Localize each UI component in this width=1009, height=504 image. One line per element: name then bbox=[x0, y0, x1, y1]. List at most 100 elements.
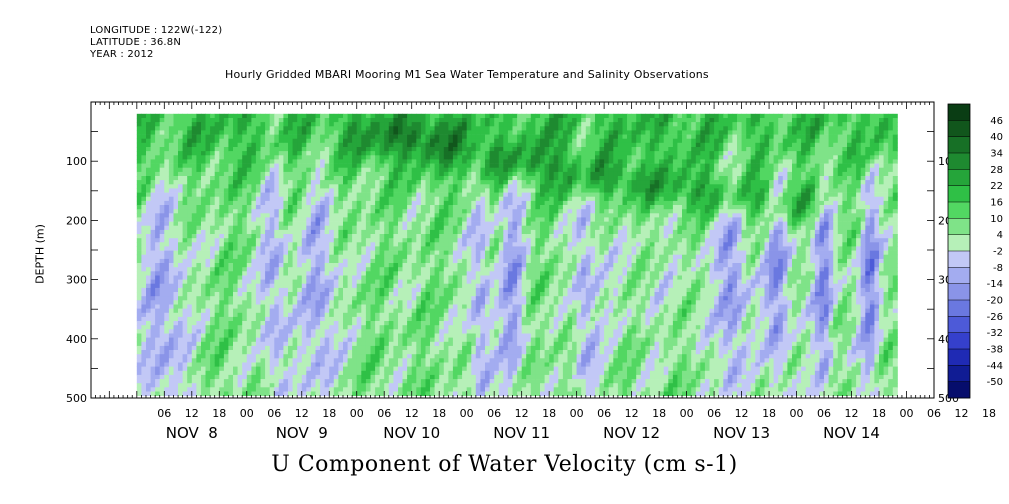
heatmap-cell bbox=[352, 171, 358, 177]
heatmap-cell bbox=[141, 374, 147, 380]
heatmap-cell bbox=[416, 171, 422, 177]
heatmap-cell bbox=[324, 167, 330, 173]
heatmap-cell bbox=[393, 176, 399, 181]
heatmap-cell bbox=[398, 142, 403, 148]
heatmap-cell bbox=[420, 283, 426, 289]
heatmap-cell bbox=[338, 321, 344, 326]
heatmap-cell bbox=[306, 370, 312, 376]
heatmap-cell bbox=[150, 308, 156, 314]
heatmap-cell bbox=[214, 333, 220, 338]
heatmap-cell bbox=[462, 304, 468, 309]
heatmap-cell bbox=[402, 147, 408, 152]
heatmap-cell bbox=[379, 151, 385, 156]
heatmap-cell bbox=[452, 176, 458, 181]
heatmap-cell bbox=[416, 312, 422, 318]
heatmap-cell bbox=[315, 254, 321, 260]
heatmap-cell bbox=[384, 225, 390, 231]
heatmap-cell bbox=[269, 271, 275, 276]
heatmap-cell bbox=[191, 171, 197, 177]
heatmap-cell bbox=[393, 217, 399, 222]
heatmap-cell bbox=[338, 142, 344, 148]
heatmap-cell bbox=[352, 250, 358, 256]
heatmap-cell bbox=[375, 159, 381, 164]
heatmap-cell bbox=[201, 213, 206, 218]
heatmap-cell bbox=[338, 263, 344, 268]
heatmap-cell bbox=[411, 312, 417, 318]
heatmap-cell bbox=[219, 325, 225, 330]
heatmap-cell bbox=[398, 155, 403, 160]
heatmap-cell bbox=[457, 250, 463, 256]
heatmap-cell bbox=[407, 383, 413, 388]
heatmap-cell bbox=[210, 304, 216, 309]
heatmap-cell bbox=[471, 176, 477, 181]
heatmap-cell bbox=[196, 366, 202, 372]
heatmap-cell bbox=[439, 138, 445, 144]
heatmap-cell bbox=[329, 258, 335, 264]
heatmap-cell bbox=[297, 238, 303, 243]
heatmap-cell bbox=[324, 300, 330, 305]
heatmap-cell bbox=[155, 192, 161, 198]
heatmap-cell bbox=[269, 292, 275, 297]
heatmap-cell bbox=[265, 250, 271, 256]
heatmap-cell bbox=[242, 337, 248, 343]
heatmap-cell bbox=[196, 238, 202, 243]
heatmap-cell bbox=[333, 200, 339, 206]
heatmap-cell bbox=[393, 308, 399, 314]
heatmap-cell bbox=[402, 379, 408, 384]
heatmap-cell bbox=[329, 238, 335, 243]
heatmap-cell bbox=[155, 366, 161, 372]
heatmap-cell bbox=[255, 325, 261, 330]
heatmap-cell bbox=[320, 329, 326, 334]
heatmap-cell bbox=[196, 130, 202, 135]
heatmap-cell bbox=[201, 238, 206, 243]
heatmap-cell bbox=[466, 283, 472, 289]
heatmap-cell bbox=[168, 221, 174, 227]
heatmap-cell bbox=[173, 242, 179, 247]
heatmap-cell bbox=[457, 267, 463, 272]
heatmap-cell bbox=[439, 362, 445, 367]
heatmap-cell bbox=[173, 312, 179, 318]
heatmap-cell bbox=[146, 234, 151, 239]
heatmap-cell bbox=[164, 229, 170, 235]
heatmap-cell bbox=[196, 374, 202, 380]
heatmap-cell bbox=[379, 366, 385, 372]
heatmap-cell bbox=[462, 316, 468, 322]
heatmap-cell bbox=[237, 275, 243, 280]
heatmap-cell bbox=[420, 113, 426, 119]
heatmap-cell bbox=[452, 358, 458, 363]
heatmap-cell bbox=[324, 250, 330, 256]
heatmap-cell bbox=[315, 205, 321, 210]
heatmap-cell bbox=[443, 370, 449, 376]
heatmap-cell bbox=[237, 362, 243, 367]
heatmap-cell bbox=[164, 209, 170, 214]
heatmap-cell bbox=[196, 383, 202, 388]
heatmap-cell bbox=[448, 122, 454, 127]
heatmap-cell bbox=[182, 134, 188, 140]
heatmap-cell bbox=[260, 321, 266, 326]
heatmap-cell bbox=[338, 209, 344, 214]
heatmap-cell bbox=[420, 366, 426, 372]
heatmap-cell bbox=[274, 250, 280, 256]
heatmap-cell bbox=[343, 225, 348, 231]
heatmap-cell bbox=[407, 374, 413, 380]
heatmap-cell bbox=[407, 209, 413, 214]
heatmap-cell bbox=[338, 345, 344, 351]
heatmap-cell bbox=[416, 130, 422, 135]
heatmap-cell bbox=[255, 337, 261, 343]
heatmap-cell bbox=[370, 213, 376, 218]
heatmap-cell bbox=[191, 221, 197, 227]
heatmap-cell bbox=[255, 147, 261, 152]
heatmap-cell bbox=[260, 171, 266, 177]
heatmap-cell bbox=[466, 221, 472, 227]
heatmap-cell bbox=[356, 337, 362, 343]
heatmap-cell bbox=[301, 329, 307, 334]
heatmap-cell bbox=[182, 292, 188, 297]
heatmap-cell bbox=[297, 167, 303, 173]
heatmap-cell bbox=[251, 113, 257, 119]
heatmap-cell bbox=[324, 350, 330, 355]
heatmap-cell bbox=[375, 279, 381, 285]
heatmap-cell bbox=[338, 271, 344, 276]
heatmap-cell bbox=[452, 242, 458, 247]
heatmap-cell bbox=[274, 213, 280, 218]
